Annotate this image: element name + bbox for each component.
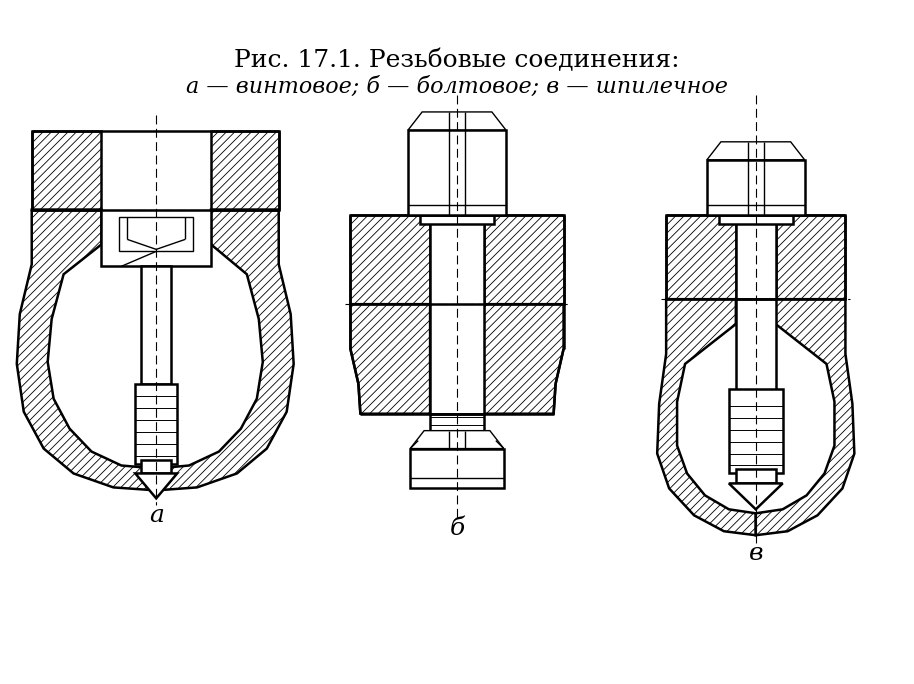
Polygon shape — [756, 299, 855, 535]
Polygon shape — [350, 215, 430, 304]
Text: б: б — [450, 516, 464, 540]
Polygon shape — [32, 131, 101, 209]
Text: в: в — [749, 542, 763, 564]
Bar — [736, 215, 776, 299]
Polygon shape — [135, 473, 177, 499]
Bar — [409, 130, 505, 215]
Text: Рис. 17.1. Резьбовые соединения:: Рис. 17.1. Резьбовые соединения: — [234, 49, 680, 72]
Polygon shape — [156, 209, 293, 490]
Polygon shape — [410, 431, 504, 449]
Bar — [719, 215, 792, 224]
Bar — [707, 160, 804, 215]
Bar — [430, 215, 484, 414]
Polygon shape — [16, 209, 156, 490]
Polygon shape — [657, 299, 756, 535]
Bar — [736, 299, 776, 394]
Polygon shape — [666, 215, 736, 299]
Bar — [410, 449, 504, 488]
Polygon shape — [211, 131, 279, 209]
Polygon shape — [728, 484, 782, 510]
Bar — [142, 460, 171, 473]
Bar — [142, 266, 171, 384]
Bar — [420, 215, 494, 224]
Polygon shape — [776, 215, 845, 299]
Polygon shape — [350, 304, 430, 414]
Text: а: а — [149, 504, 164, 527]
Polygon shape — [484, 304, 564, 414]
Bar — [430, 414, 484, 449]
Polygon shape — [409, 112, 505, 130]
Bar — [135, 384, 177, 464]
Polygon shape — [484, 215, 564, 304]
Polygon shape — [707, 142, 804, 160]
Bar — [120, 217, 193, 251]
Bar — [736, 469, 776, 484]
Text: а — винтовое; б — болтовое; в — шпилечное: а — винтовое; б — болтовое; в — шпилечно… — [186, 76, 728, 98]
Bar — [101, 209, 211, 266]
Bar — [728, 389, 782, 473]
